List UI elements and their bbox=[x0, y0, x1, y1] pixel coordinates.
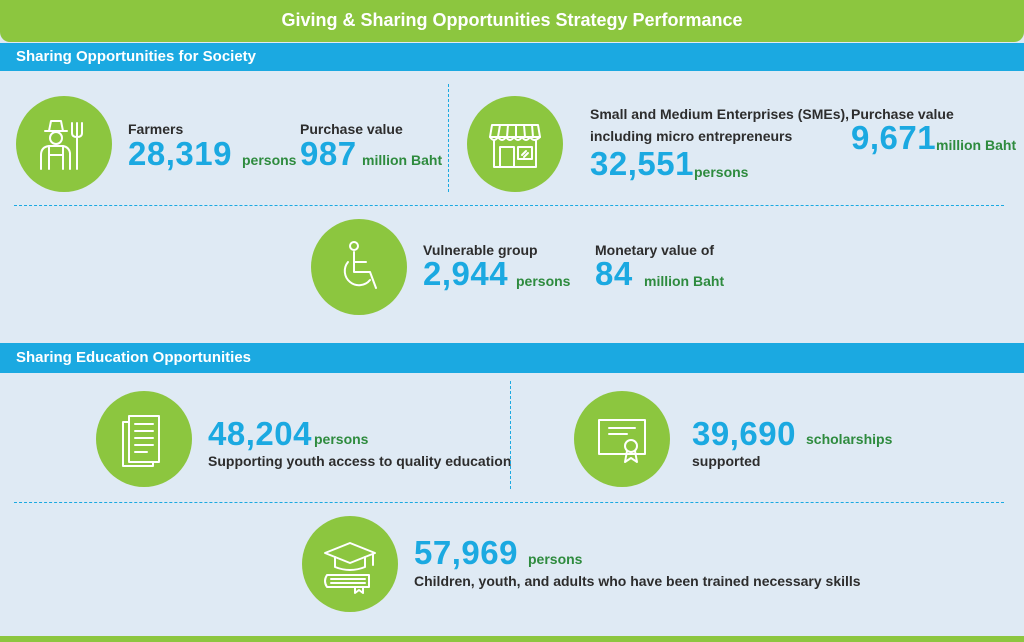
vulnerable-monetary-unit: million Baht bbox=[644, 273, 725, 289]
farmers-unit: persons bbox=[242, 152, 297, 168]
farmers-value: 28,319 bbox=[128, 135, 232, 172]
section-header-education: Sharing Education Opportunities bbox=[0, 343, 1024, 373]
vulnerable-label: Vulnerable group bbox=[423, 242, 538, 258]
farmer-icon bbox=[16, 96, 112, 192]
smes-unit: persons bbox=[694, 164, 749, 180]
document-icon bbox=[96, 391, 192, 487]
page-title: Giving & Sharing Opportunities Strategy … bbox=[281, 10, 743, 30]
vulnerable-unit: persons bbox=[516, 273, 571, 289]
trained-value: 57,969 bbox=[414, 534, 518, 571]
smes-purchase-label: Purchase value bbox=[851, 106, 954, 122]
graduation-cap-icon bbox=[302, 516, 398, 612]
divider-vertical-education bbox=[510, 381, 511, 489]
youth-description: Supporting youth access to quality educa… bbox=[208, 453, 512, 469]
scholarships-unit: scholarships bbox=[806, 431, 893, 447]
bottom-bar bbox=[0, 636, 1024, 642]
shop-icon bbox=[467, 96, 563, 192]
divider-vertical bbox=[448, 84, 449, 192]
certificate-icon bbox=[574, 391, 670, 487]
youth-value: 48,204 bbox=[208, 415, 312, 452]
vulnerable-monetary-label: Monetary value of bbox=[595, 242, 715, 258]
farmers-purchase-value: 987 bbox=[300, 135, 357, 172]
trained-unit: persons bbox=[528, 551, 583, 567]
scholarships-description: supported bbox=[692, 453, 761, 469]
title-banner: Giving & Sharing Opportunities Strategy … bbox=[0, 0, 1024, 42]
trained-description: Children, youth, and adults who have bee… bbox=[414, 573, 861, 589]
smes-value: 32,551 bbox=[590, 145, 694, 182]
youth-unit: persons bbox=[314, 431, 369, 447]
wheelchair-icon bbox=[311, 219, 407, 315]
farmers-purchase-label: Purchase value bbox=[300, 121, 403, 137]
vulnerable-monetary-value: 84 bbox=[595, 255, 633, 292]
section-header-society: Sharing Opportunities for Society bbox=[0, 43, 1024, 71]
smes-label-line1: Small and Medium Enterprises (SMEs), bbox=[590, 106, 850, 122]
smes-label-line2: including micro entrepreneurs bbox=[590, 128, 793, 144]
section-title-society: Sharing Opportunities for Society bbox=[16, 48, 257, 65]
farmers-purchase-unit: million Baht bbox=[362, 152, 443, 168]
smes-purchase-value: 9,671 bbox=[851, 119, 937, 156]
smes-purchase-unit: million Baht bbox=[936, 137, 1017, 153]
divider-horizontal bbox=[14, 205, 1004, 206]
scholarships-value: 39,690 bbox=[692, 415, 796, 452]
farmers-label: Farmers bbox=[128, 121, 184, 137]
vulnerable-value: 2,944 bbox=[423, 255, 509, 292]
section-title-education: Sharing Education Opportunities bbox=[16, 349, 252, 366]
divider-horizontal-education bbox=[14, 502, 1004, 503]
